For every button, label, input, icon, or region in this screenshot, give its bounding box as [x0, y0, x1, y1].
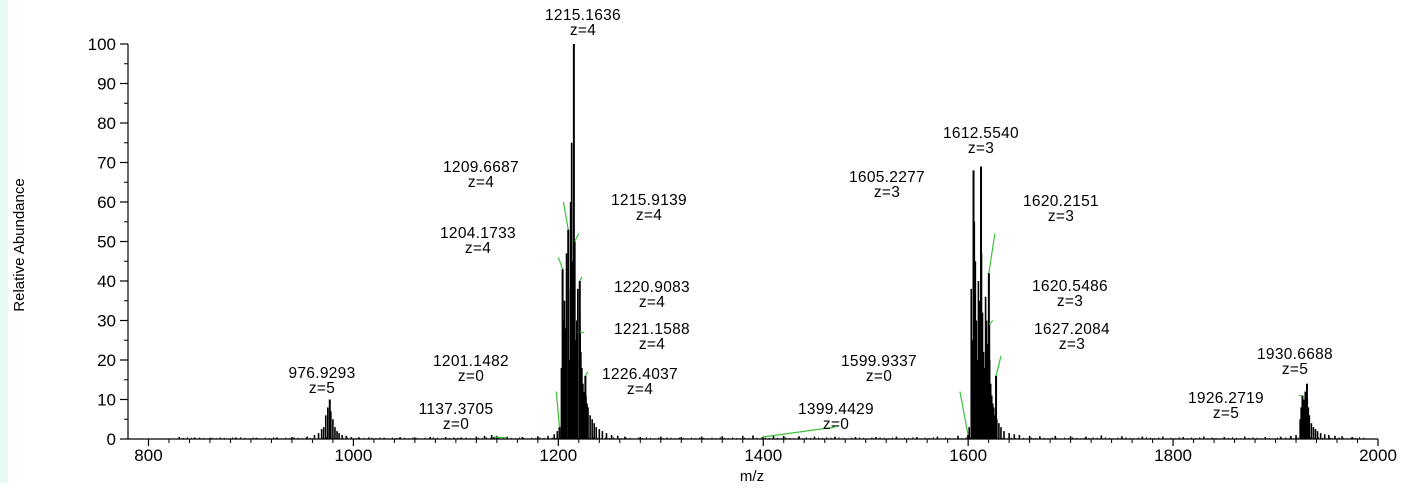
peak-mz-label: 1215.1636 — [545, 7, 621, 24]
peak-charge-label: z=0 — [443, 416, 469, 433]
y-tick-label: 30 — [97, 312, 116, 331]
peak-charge-label: z=0 — [866, 368, 892, 385]
peak-mz-label: 1627.2084 — [1034, 321, 1110, 338]
annotation-leader — [959, 391, 969, 436]
peak-charge-label: z=4 — [468, 174, 494, 191]
annotation-leader — [988, 233, 996, 274]
annotation-leader — [988, 320, 994, 325]
labeled-peaks-group — [328, 44, 1308, 439]
y-tick-label: 20 — [97, 351, 116, 370]
peak-charge-label: z=5 — [1282, 361, 1308, 378]
peak-charge-label: z=4 — [636, 207, 662, 224]
peak-charge-label: z=3 — [968, 140, 994, 157]
peak-mz-label: 1605.2277 — [849, 169, 925, 186]
peak-charge-label: z=3 — [1048, 208, 1074, 225]
peak-charge-label: z=5 — [1213, 405, 1239, 422]
peak-charge-label: z=3 — [874, 184, 900, 201]
peak-mz-label: 1612.5540 — [943, 125, 1019, 142]
annotation-leader — [562, 201, 569, 230]
annotation-leader — [995, 355, 1002, 376]
minor-peaks-group — [178, 142, 1365, 439]
y-tick-label: 0 — [107, 430, 116, 449]
annotation-leader — [762, 426, 836, 438]
peak-mz-label: 1204.1733 — [440, 225, 516, 242]
x-tick-label: 800 — [134, 446, 162, 465]
peak-mz-label: 1137.3705 — [419, 401, 494, 418]
annotation-leader — [557, 257, 564, 270]
left-border-strip — [0, 0, 8, 483]
peak-mz-label: 1221.1588 — [614, 321, 690, 338]
peak-charge-label: z=4 — [465, 240, 491, 257]
peak-charge-label: z=4 — [570, 22, 596, 39]
peak-charge-label: z=3 — [1059, 336, 1085, 353]
peak-mz-label: 976.9293 — [288, 365, 355, 382]
peak-mz-label: 1226.4037 — [602, 366, 678, 383]
peak-mz-label: 1930.6688 — [1257, 346, 1333, 363]
y-tick-label: 100 — [88, 35, 116, 54]
y-tick-label: 90 — [97, 75, 116, 94]
y-tick-label: 10 — [97, 391, 116, 410]
y-tick-label: 80 — [97, 114, 116, 133]
peak-mz-label: 1599.9337 — [841, 353, 917, 370]
annotation-leader — [494, 436, 508, 439]
peak-mz-label: 1201.1482 — [433, 353, 509, 370]
x-tick-label: 1800 — [1154, 446, 1192, 465]
peak-charge-label: z=4 — [639, 294, 665, 311]
y-axis-label: Relative Abundance — [11, 178, 28, 311]
peak-mz-label: 1399.4429 — [798, 401, 874, 418]
peak-charge-label: z=4 — [627, 381, 653, 398]
x-tick-label: 1000 — [334, 446, 372, 465]
peak-annotations-group: 976.9293z=51137.3705z=01201.1482z=01204.… — [288, 7, 1333, 439]
peak-mz-label: 1209.6687 — [443, 159, 519, 176]
x-tick-label: 1600 — [949, 446, 987, 465]
y-tick-label: 60 — [97, 193, 116, 212]
y-tick-label: 40 — [97, 272, 116, 291]
y-tick-label: 70 — [97, 154, 116, 173]
x-axis-label: m/z — [740, 468, 764, 483]
x-tick-label: 2000 — [1359, 446, 1397, 465]
peak-charge-label: z=4 — [639, 336, 665, 353]
annotation-leader — [555, 391, 561, 428]
peak-mz-label: 1215.9139 — [611, 192, 687, 209]
y-tick-label: 50 — [97, 233, 116, 252]
peak-mz-label: 1620.5486 — [1032, 278, 1108, 295]
annotation-leader — [574, 233, 580, 242]
axes-group: 0 10 20 30 40 50 60 70 80 90 100 800 1000 1200 1400 160… — [88, 35, 1397, 465]
peak-mz-label: 1620.2151 — [1023, 193, 1099, 210]
peak-charge-label: z=0 — [823, 416, 849, 433]
peak-charge-label: z=0 — [458, 368, 484, 385]
peak-mz-label: 1926.2719 — [1188, 390, 1264, 407]
peak-mz-label: 1220.9083 — [614, 279, 690, 296]
peak-charge-label: z=5 — [309, 380, 335, 397]
annotation-leader — [579, 276, 583, 282]
peak-charge-label: z=3 — [1057, 293, 1083, 310]
annotation-leader — [584, 371, 589, 377]
x-tick-label: 1200 — [539, 446, 577, 465]
x-tick-label: 1400 — [744, 446, 782, 465]
